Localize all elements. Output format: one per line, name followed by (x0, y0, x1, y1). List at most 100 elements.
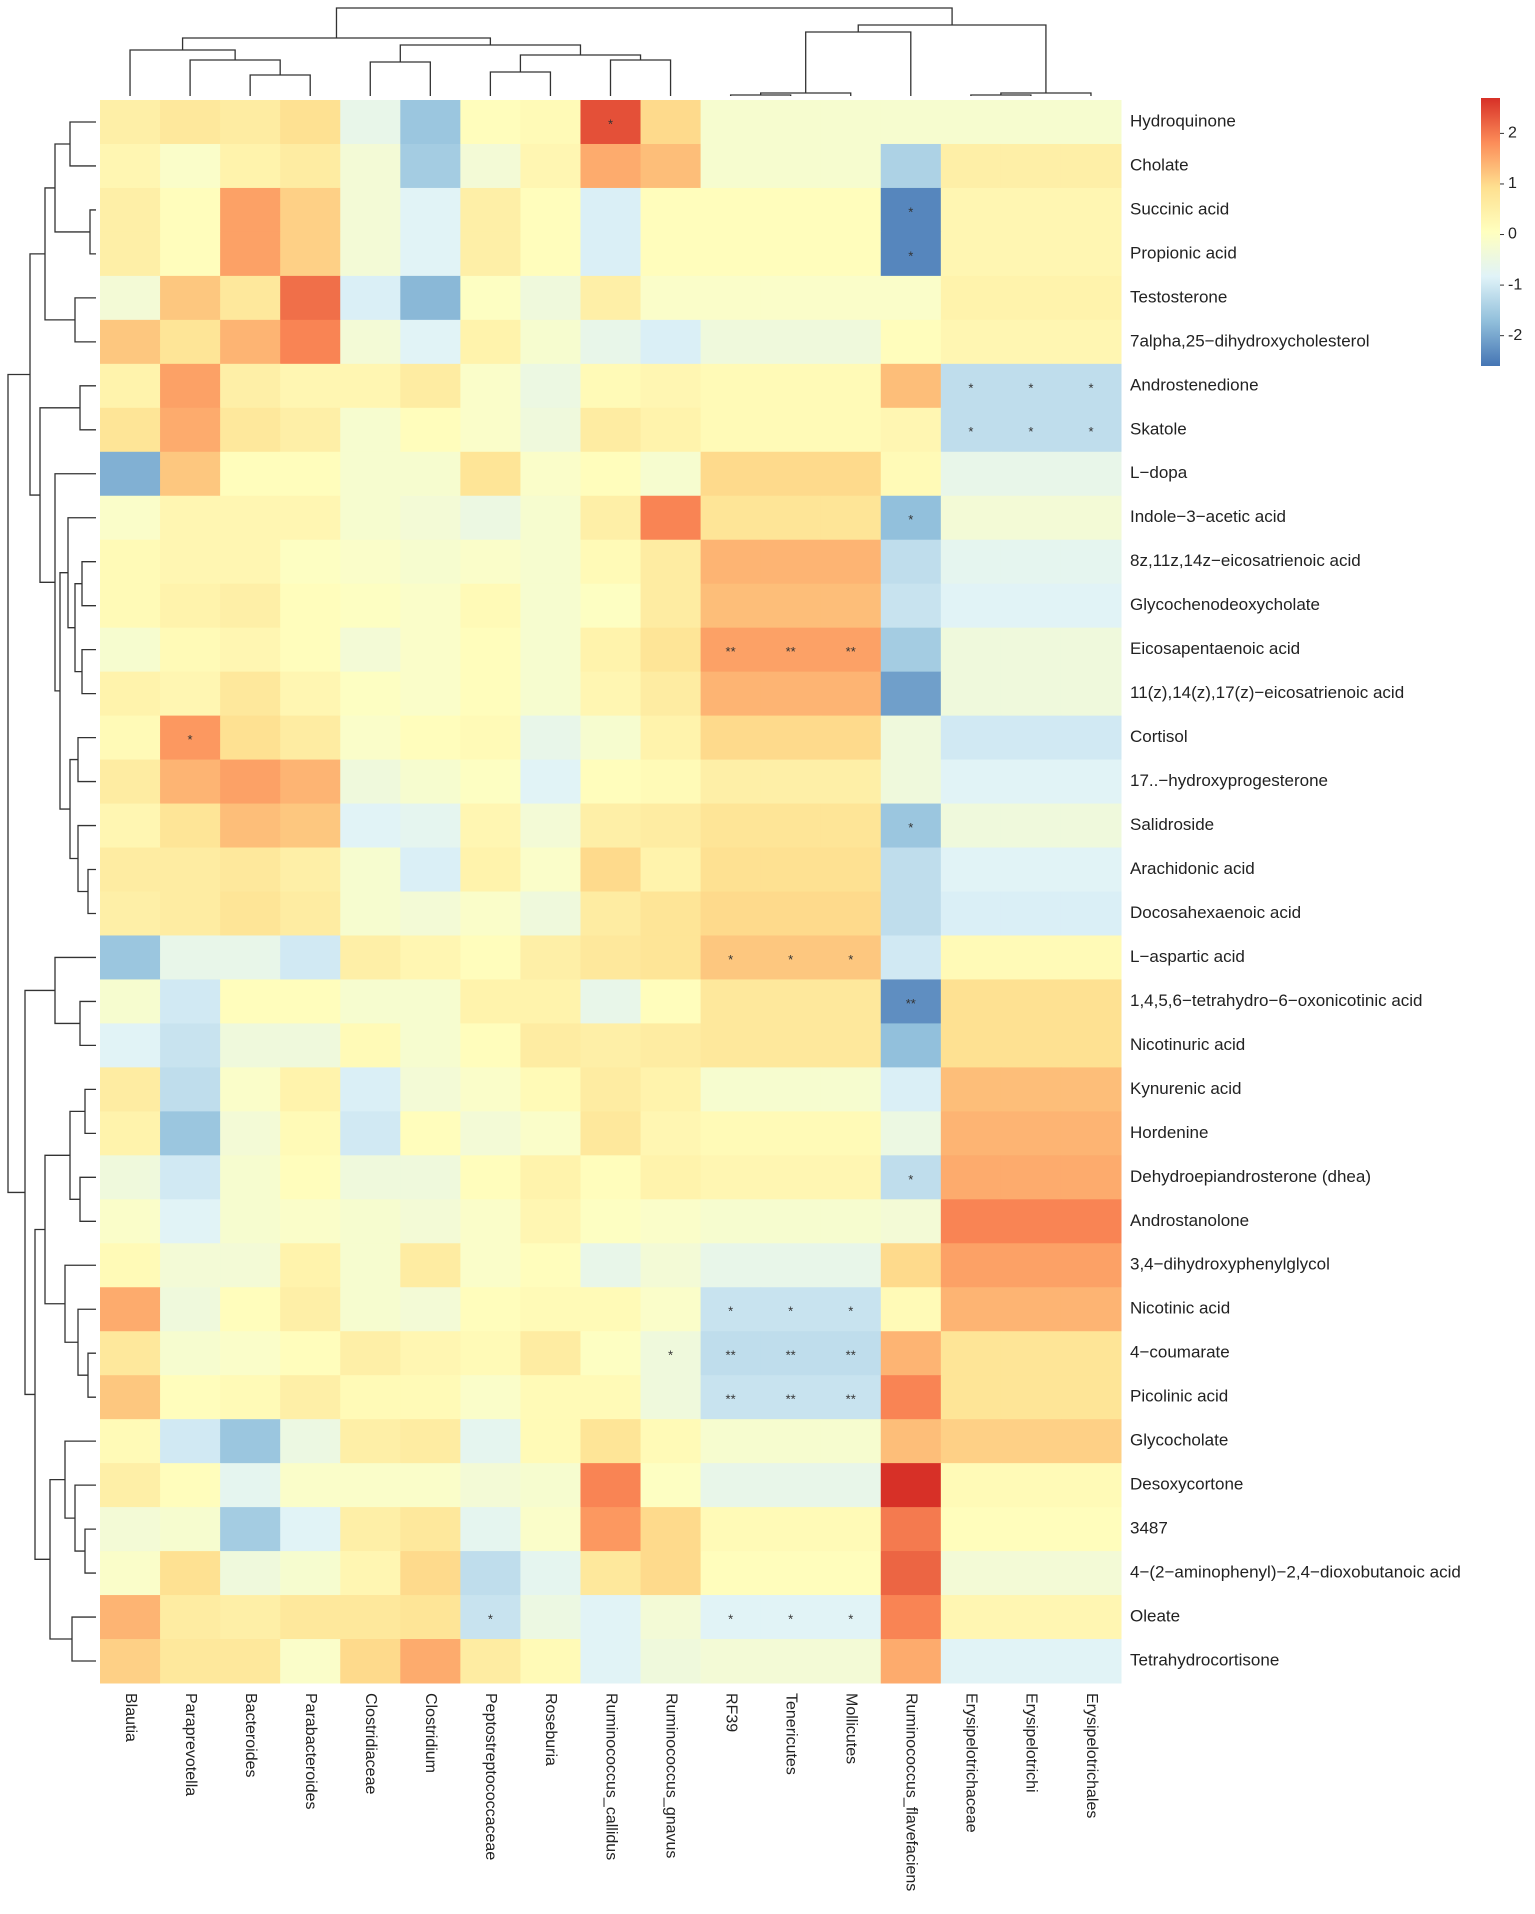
heatmap-cell (700, 1507, 762, 1552)
heatmap-cell (520, 847, 581, 892)
heatmap-cell (400, 100, 461, 145)
heatmap-cell (400, 363, 461, 409)
heatmap-cell (820, 451, 882, 497)
significance-label: * (908, 1172, 913, 1187)
heatmap-cell (640, 1551, 702, 1596)
heatmap-cell (220, 671, 281, 717)
heatmap-cell (880, 1155, 942, 1200)
heatmap-cell (340, 1639, 401, 1684)
heatmap-cell (1060, 1375, 1122, 1420)
heatmap-cell (100, 1419, 161, 1464)
heatmap-cell (1000, 1551, 1062, 1596)
heatmap-cell (1060, 100, 1122, 145)
heatmap-cell (580, 451, 642, 497)
heatmap-cell (280, 803, 341, 849)
heatmap-cell (220, 1463, 281, 1508)
column-dendrogram-branch (335, 7, 953, 38)
row-label: Cortisol (1130, 727, 1188, 746)
heatmap-cell (520, 100, 581, 145)
heatmap-cell (400, 1595, 461, 1640)
heatmap-cell (1000, 187, 1062, 233)
row-dendrogram-branch (49, 1478, 72, 1640)
heatmap-cell (1060, 979, 1122, 1024)
heatmap-cell (100, 1067, 161, 1112)
heatmap-cell (580, 1111, 642, 1156)
heatmap-cell (580, 231, 642, 277)
significance-label: * (728, 1611, 733, 1626)
heatmap-cell (580, 1551, 642, 1596)
row-dendrogram-branch (87, 1352, 96, 1398)
heatmap-cell (340, 1067, 401, 1112)
heatmap-cell (400, 1243, 461, 1288)
heatmap-cell (640, 891, 702, 936)
heatmap-cell (340, 143, 401, 189)
heatmap-cell (640, 319, 702, 365)
heatmap-cell (400, 715, 461, 761)
heatmap-cell (1060, 1023, 1122, 1068)
heatmap-cell (760, 363, 822, 409)
heatmap-cell (220, 1375, 281, 1420)
heatmap-cell (520, 891, 581, 936)
heatmap-cell (880, 1463, 942, 1508)
heatmap-cell (160, 100, 221, 145)
heatmap-cell (460, 1419, 521, 1464)
heatmap-cell (160, 363, 221, 409)
significance-label: ** (726, 1348, 736, 1363)
heatmap-cell (820, 275, 882, 321)
heatmap-cell (1000, 671, 1062, 717)
heatmap-cell (1000, 979, 1062, 1024)
heatmap-cell (280, 275, 341, 321)
heatmap-cell (280, 759, 341, 805)
significance-label: ** (846, 1392, 856, 1407)
heatmap-cell (880, 715, 942, 761)
heatmap-cell (700, 319, 762, 365)
heatmap-cell (280, 627, 341, 673)
heatmap-cell (820, 671, 882, 717)
heatmap-cell (520, 231, 581, 277)
heatmap-cell (880, 1331, 942, 1376)
heatmap-cell (880, 627, 942, 673)
heatmap-cell (100, 935, 161, 980)
heatmap-cell (400, 319, 461, 365)
heatmap-cell (820, 891, 882, 936)
heatmap-cell (580, 1067, 642, 1112)
heatmap-cell (340, 715, 401, 761)
heatmap-cell (700, 275, 762, 321)
heatmap-cell (400, 1199, 461, 1244)
heatmap-cell (160, 1507, 221, 1552)
heatmap-cell (760, 627, 822, 673)
heatmap-cell (1000, 1155, 1062, 1200)
heatmap-cell (280, 1243, 341, 1288)
heatmap-cell (280, 979, 341, 1024)
row-dendrogram-branch (39, 407, 80, 583)
heatmap-cell (340, 1111, 401, 1156)
heatmap-cell (100, 891, 161, 936)
heatmap-cell (280, 715, 341, 761)
heatmap-cell (400, 891, 461, 936)
row-label: 4−coumarate (1130, 1343, 1230, 1362)
heatmap-cell (160, 1155, 221, 1200)
heatmap-cell (700, 671, 762, 717)
heatmap-cell (100, 1155, 161, 1200)
heatmap-cell (1000, 759, 1062, 805)
heatmap-cell (1060, 407, 1122, 453)
heatmap-cell (220, 1243, 281, 1288)
heatmap-cell (820, 1551, 882, 1596)
column-label: Ruminococcus_gnavus (662, 1693, 679, 1858)
heatmap-cell (280, 100, 341, 145)
heatmap-cell (640, 1023, 702, 1068)
heatmap-cell (460, 671, 521, 717)
significance-label: ** (846, 644, 856, 659)
heatmap-cell (760, 275, 822, 321)
row-dendrogram-branch (54, 143, 90, 233)
heatmap-cell (100, 495, 161, 541)
row-dendrogram-branch (87, 868, 96, 915)
heatmap-cell (220, 715, 281, 761)
heatmap-cell (1060, 847, 1122, 892)
heatmap-cell (520, 539, 581, 585)
heatmap-cell (880, 935, 942, 980)
heatmap-cell (940, 1419, 1002, 1464)
heatmap-cell (280, 1507, 341, 1552)
heatmap-cell (700, 1551, 762, 1596)
heatmap-cell (340, 1507, 401, 1552)
